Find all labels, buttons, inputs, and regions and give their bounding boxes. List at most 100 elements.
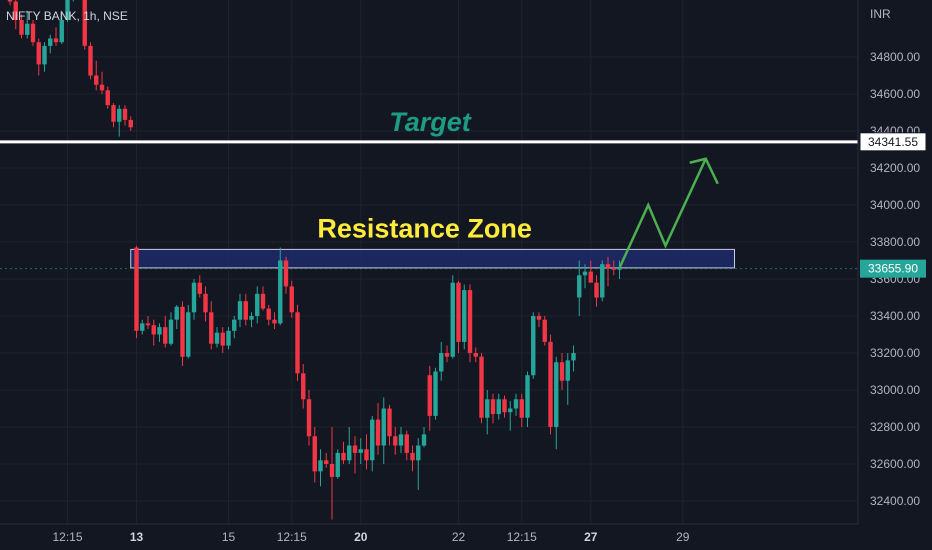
- candle-body: [19, 20, 24, 35]
- candle: [82, 0, 87, 50]
- candle-body: [111, 105, 116, 122]
- candle-body: [387, 408, 392, 437]
- symbol-header: NIFTY BANK, 1h, NSE: [6, 9, 128, 23]
- candle: [565, 353, 570, 405]
- target-price-label: 34341.55: [868, 135, 918, 149]
- candle-body: [548, 341, 553, 427]
- candle-body: [565, 360, 570, 381]
- candle-body: [531, 316, 536, 376]
- candle: [554, 356, 559, 450]
- candle: [508, 401, 513, 431]
- candle: [479, 353, 484, 424]
- candle-body: [594, 282, 599, 298]
- candle-body: [450, 282, 455, 357]
- candle-body: [358, 449, 363, 453]
- x-tick-label: 13: [130, 530, 144, 544]
- candle-body: [542, 319, 547, 342]
- candle: [117, 105, 122, 137]
- candle: [30, 20, 36, 46]
- candle: [42, 42, 47, 72]
- candle: [174, 304, 179, 329]
- candle: [25, 10, 30, 39]
- candle-body: [128, 119, 133, 128]
- resistance-zone-box: [130, 248, 735, 269]
- candle-body: [421, 434, 427, 446]
- candle-body: [508, 408, 513, 413]
- candle: [329, 427, 335, 520]
- candle: [220, 327, 225, 353]
- candle: [168, 312, 174, 346]
- candle: [237, 293, 243, 328]
- y-tick-label: 34000.00: [870, 198, 920, 212]
- candle: [559, 353, 565, 390]
- candle: [163, 316, 168, 348]
- candle-body: [364, 449, 369, 461]
- candle-body: [105, 90, 110, 106]
- candle-body: [502, 399, 507, 413]
- candles: [7, 0, 622, 520]
- candle-body: [243, 301, 248, 320]
- candle-body: [375, 419, 381, 446]
- candle: [577, 260, 582, 316]
- candle: [203, 286, 208, 322]
- candle-body: [473, 353, 478, 357]
- candle: [588, 260, 593, 283]
- candle-body: [324, 460, 329, 464]
- candle-body: [237, 301, 243, 320]
- candle-body: [490, 399, 496, 415]
- candle-body: [99, 84, 105, 91]
- candle: [88, 42, 93, 80]
- candle: [226, 327, 231, 350]
- candle-body: [456, 282, 461, 342]
- candle-body: [352, 445, 358, 453]
- last-price-label: 33655.90: [868, 262, 918, 276]
- candle-body: [151, 325, 156, 335]
- y-tick-label: 34200.00: [870, 161, 920, 175]
- candle-body: [617, 267, 622, 270]
- candle-body: [209, 312, 214, 344]
- candle-body: [283, 260, 289, 287]
- candle-body: [519, 399, 524, 418]
- candle-body: [180, 306, 185, 357]
- x-tick-label: 20: [354, 530, 368, 544]
- time-axis[interactable]: 12:15 13 15 12:15 20 22 12:15 27 29: [0, 523, 858, 544]
- y-tick-label: 32400.00: [870, 494, 920, 508]
- candle-body: [605, 264, 611, 268]
- candle: [59, 10, 64, 45]
- candle: [387, 404, 392, 446]
- candle: [13, 0, 18, 30]
- candle-body: [439, 353, 444, 372]
- candle-body: [157, 327, 162, 335]
- candle-body: [496, 399, 501, 415]
- candle-body: [203, 293, 208, 313]
- x-tick-label: 12:15: [277, 530, 307, 544]
- candle-body: [462, 290, 467, 342]
- candle: [611, 260, 616, 276]
- candle: [65, 0, 70, 22]
- candle: [289, 280, 294, 318]
- candle: [485, 390, 490, 435]
- candle: [283, 256, 289, 294]
- candle: [232, 316, 237, 339]
- candle: [19, 14, 24, 39]
- candle-body: [582, 271, 588, 276]
- candle-body: [186, 312, 191, 357]
- candle-body: [301, 373, 306, 400]
- candle: [416, 438, 421, 490]
- candle-body: [571, 353, 576, 361]
- projection-path: [618, 158, 707, 269]
- candle: [318, 449, 323, 487]
- candle: [151, 319, 156, 346]
- candle: [214, 327, 220, 348]
- candle: [186, 304, 191, 359]
- candle-body: [577, 275, 582, 298]
- price-axis[interactable]: 32400.00 32600.00 32800.00 33000.00 33200.00…: [857, 0, 927, 524]
- candle: [249, 312, 254, 328]
- candle: [490, 393, 496, 424]
- candle-body: [266, 308, 271, 320]
- candle-body: [94, 75, 99, 85]
- candle: [473, 347, 478, 363]
- last-price-badge: [860, 259, 926, 278]
- candle: [157, 323, 162, 342]
